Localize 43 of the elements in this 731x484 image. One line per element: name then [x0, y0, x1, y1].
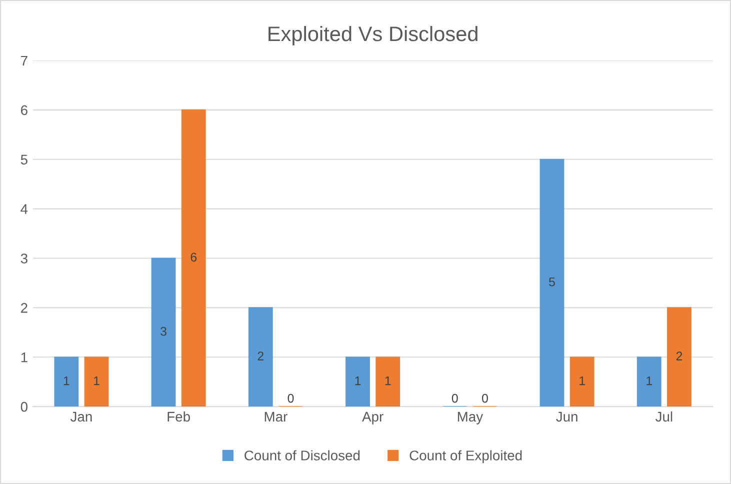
data-label: 0 — [452, 394, 458, 403]
y-tick-label: 5 — [20, 154, 28, 165]
legend-label: Count of Exploited — [410, 450, 522, 464]
bar — [570, 356, 594, 407]
bar — [346, 356, 370, 407]
chart-title: Exploited Vs Disclosed — [268, 26, 478, 46]
x-tick-label: Mar — [264, 412, 288, 422]
x-tick-label: Jul — [656, 411, 672, 422]
bar — [84, 356, 109, 407]
x-tick-label: Feb — [168, 411, 190, 422]
data-label: 1 — [64, 376, 70, 386]
bar — [376, 356, 400, 407]
data-label: 1 — [355, 376, 361, 386]
x-tick-label: May — [458, 412, 484, 424]
bar — [181, 109, 206, 407]
x-tick-label: Apr — [362, 412, 384, 424]
bar — [151, 258, 176, 407]
x-tick-label: Jun — [556, 412, 578, 422]
bar — [636, 356, 662, 407]
data-label: 1 — [385, 376, 391, 386]
y-tick-label: 1 — [21, 352, 28, 362]
bar — [667, 307, 692, 407]
y-tick-label: 2 — [21, 303, 28, 313]
y-tick-label: 4 — [20, 204, 28, 214]
bar — [248, 307, 273, 407]
x-tick-label: Jan — [70, 412, 92, 422]
data-label: 6 — [190, 252, 197, 262]
data-label: 0 — [288, 394, 294, 403]
legend-label: Count of Disclosed — [244, 450, 360, 460]
data-label: 3 — [160, 326, 166, 336]
y-tick-label: 0 — [20, 402, 28, 412]
data-label: 0 — [482, 394, 488, 403]
bar — [540, 158, 564, 407]
y-tick-label: 3 — [20, 254, 28, 264]
y-tick-label: 6 — [21, 105, 28, 116]
data-label: 1 — [646, 376, 652, 386]
data-label: 5 — [549, 278, 555, 286]
data-label: 1 — [94, 376, 100, 386]
bar — [54, 356, 79, 407]
y-tick-label: 7 — [21, 56, 28, 66]
data-label: 2 — [258, 352, 264, 360]
data-label: 1 — [580, 376, 585, 386]
data-label: 2 — [676, 352, 682, 360]
